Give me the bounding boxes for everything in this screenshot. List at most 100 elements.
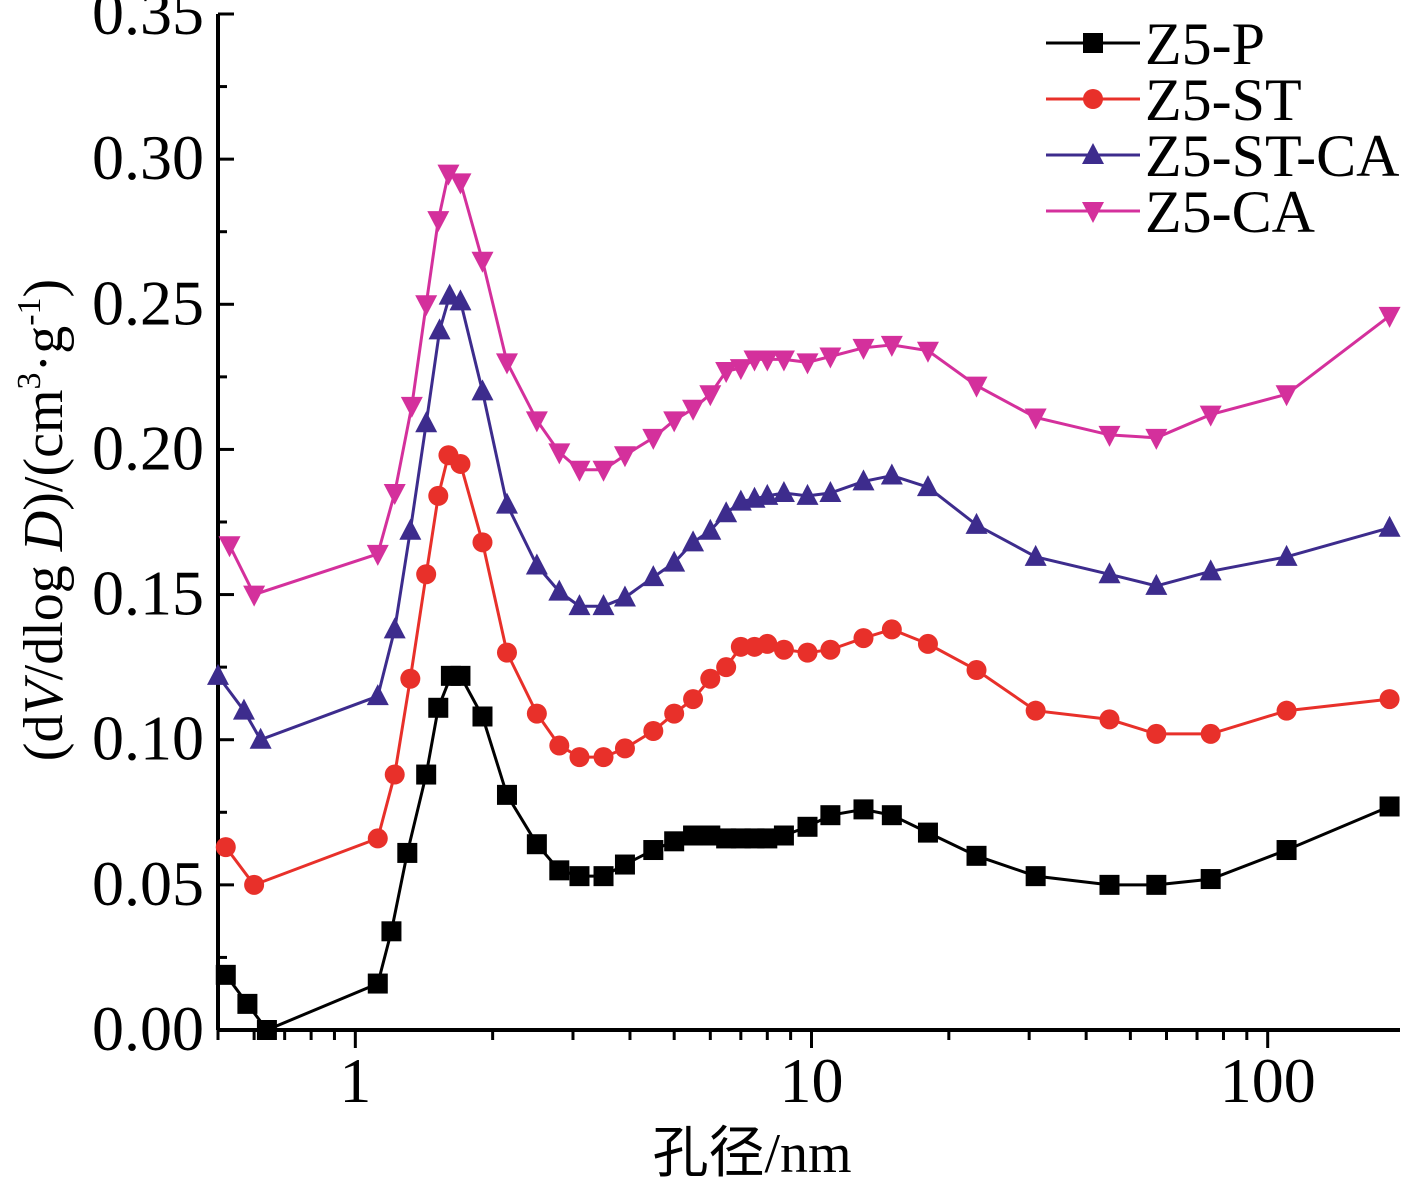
data-point (715, 362, 738, 384)
data-point (525, 411, 548, 433)
series-1 (215, 665, 1400, 1040)
data-point (548, 579, 571, 601)
data-point (1199, 559, 1222, 581)
data-point (549, 735, 570, 756)
data-point (438, 283, 461, 305)
data-point (965, 376, 988, 398)
x-axis-title: 孔径/nm (652, 1123, 851, 1181)
data-point (428, 485, 449, 506)
data-point (664, 831, 685, 852)
data-point (416, 564, 437, 585)
data-point (797, 816, 818, 837)
data-point (243, 585, 266, 607)
series-layer (207, 164, 1401, 1040)
x-tick-label: 100 (1220, 1045, 1316, 1116)
data-point (1025, 866, 1046, 887)
data-point (820, 805, 841, 826)
data-point (400, 396, 423, 418)
data-point (1024, 408, 1047, 430)
data-point (525, 553, 548, 575)
data-point (472, 532, 493, 553)
data-point (881, 619, 902, 640)
data-point (1099, 709, 1120, 730)
data-point (1146, 874, 1167, 895)
data-point (367, 828, 388, 849)
data-point (249, 727, 272, 749)
data-point (383, 617, 406, 639)
data-point (1200, 869, 1221, 890)
legend-label: Z5-CA (1145, 179, 1315, 245)
data-point (772, 350, 795, 372)
data-point (853, 799, 874, 820)
x-tick-label: 10 (780, 1045, 844, 1116)
legend-item: Z5-P (1046, 11, 1265, 77)
legend-marker (1082, 202, 1104, 223)
data-point (1199, 405, 1222, 427)
data-point (966, 845, 987, 866)
data-point (366, 684, 389, 706)
data-point (917, 822, 938, 843)
data-point (613, 585, 636, 607)
data-point (593, 747, 614, 768)
data-point (381, 921, 402, 942)
data-point (427, 211, 450, 233)
data-point (643, 721, 664, 742)
y-tick-label: 0.30 (92, 122, 204, 193)
axes: 0.00 0.05 0.10 0.15 0.20 0.25 0.30 0.35 1 10 100 (92, 0, 1400, 1116)
data-point (683, 825, 704, 846)
data-point (756, 350, 779, 372)
legend-item: Z5-ST (1046, 67, 1302, 133)
data-point (797, 642, 818, 663)
data-point (881, 805, 902, 826)
data-point (757, 633, 778, 654)
data-point (215, 837, 236, 858)
data-point (450, 665, 471, 686)
data-point (1145, 428, 1168, 450)
data-point (642, 565, 665, 587)
data-point (568, 594, 591, 616)
data-point (449, 289, 472, 311)
data-point (400, 668, 421, 689)
legend-label: Z5-ST (1145, 67, 1302, 133)
data-point (237, 993, 258, 1014)
data-point (613, 446, 636, 468)
data-point (917, 633, 938, 654)
data-point (966, 660, 987, 681)
data-point (496, 784, 517, 805)
data-point (773, 639, 794, 660)
data-point (244, 874, 265, 895)
data-point (526, 834, 547, 855)
data-point (852, 338, 875, 360)
data-point (614, 738, 635, 759)
legend-label: Z5-P (1145, 11, 1265, 77)
y-tick-label: 0.35 (92, 0, 204, 48)
data-point (700, 825, 721, 846)
data-point (437, 164, 460, 186)
data-point (1145, 573, 1168, 595)
data-point (592, 594, 615, 616)
data-point (416, 764, 437, 785)
data-point (415, 295, 438, 317)
data-point (383, 483, 406, 505)
data-point (642, 428, 665, 450)
data-point (700, 668, 721, 689)
data-point (218, 536, 241, 558)
y-tick-label: 0.05 (92, 848, 204, 919)
y-tick-label: 0.15 (92, 558, 204, 629)
data-point (569, 747, 590, 768)
data-point (820, 639, 841, 660)
data-point (819, 480, 842, 502)
data-point (471, 251, 494, 273)
data-point (1378, 306, 1401, 328)
data-point (1099, 874, 1120, 895)
data-point (1024, 544, 1047, 566)
series-4 (218, 164, 1401, 607)
data-point (449, 173, 472, 195)
data-point (1098, 425, 1121, 447)
legend-item: Z5-CA (1046, 179, 1315, 245)
data-point (756, 483, 779, 505)
data-point (916, 475, 939, 497)
data-point (852, 469, 875, 491)
